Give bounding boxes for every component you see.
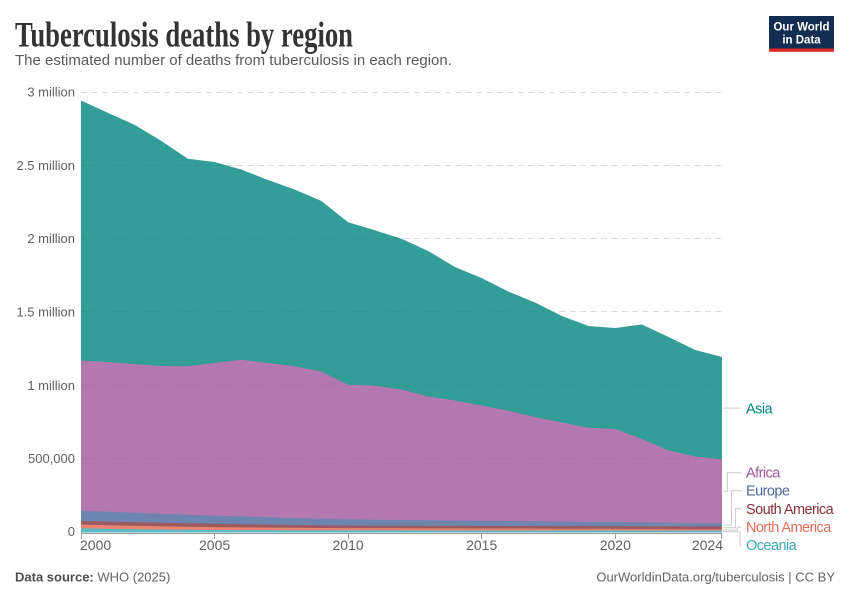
svg-text:The estimated number of deaths: The estimated number of deaths from tube…	[15, 52, 452, 69]
svg-text:Oceania: Oceania	[746, 538, 798, 554]
svg-text:OurWorldinData.org/tuberculosi: OurWorldinData.org/tuberculosis | CC BY	[596, 570, 835, 585]
svg-text:2.5 million: 2.5 million	[16, 158, 75, 173]
svg-text:1 million: 1 million	[27, 378, 75, 393]
svg-text:Africa: Africa	[746, 466, 781, 482]
svg-text:North America: North America	[746, 520, 832, 536]
svg-text:0: 0	[68, 524, 75, 539]
svg-text:Data source: WHO (2025): Data source: WHO (2025)	[15, 570, 170, 585]
svg-text:2020: 2020	[600, 537, 631, 553]
svg-text:in Data: in Data	[782, 35, 821, 47]
svg-text:500,000: 500,000	[28, 451, 75, 466]
svg-text:2005: 2005	[199, 537, 230, 553]
svg-text:Europe: Europe	[746, 484, 790, 500]
svg-text:2024: 2024	[692, 537, 723, 553]
svg-text:Asia: Asia	[746, 402, 773, 418]
svg-text:2000: 2000	[80, 537, 111, 553]
svg-text:3 million: 3 million	[27, 85, 75, 100]
svg-text:South America: South America	[746, 502, 835, 518]
svg-text:2 million: 2 million	[27, 231, 75, 246]
svg-text:Our World: Our World	[773, 22, 829, 34]
svg-text:2015: 2015	[466, 537, 497, 553]
svg-text:2010: 2010	[333, 537, 364, 553]
svg-text:Tuberculosis deaths by region: Tuberculosis deaths by region	[15, 15, 353, 55]
svg-text:1.5 million: 1.5 million	[16, 305, 75, 320]
